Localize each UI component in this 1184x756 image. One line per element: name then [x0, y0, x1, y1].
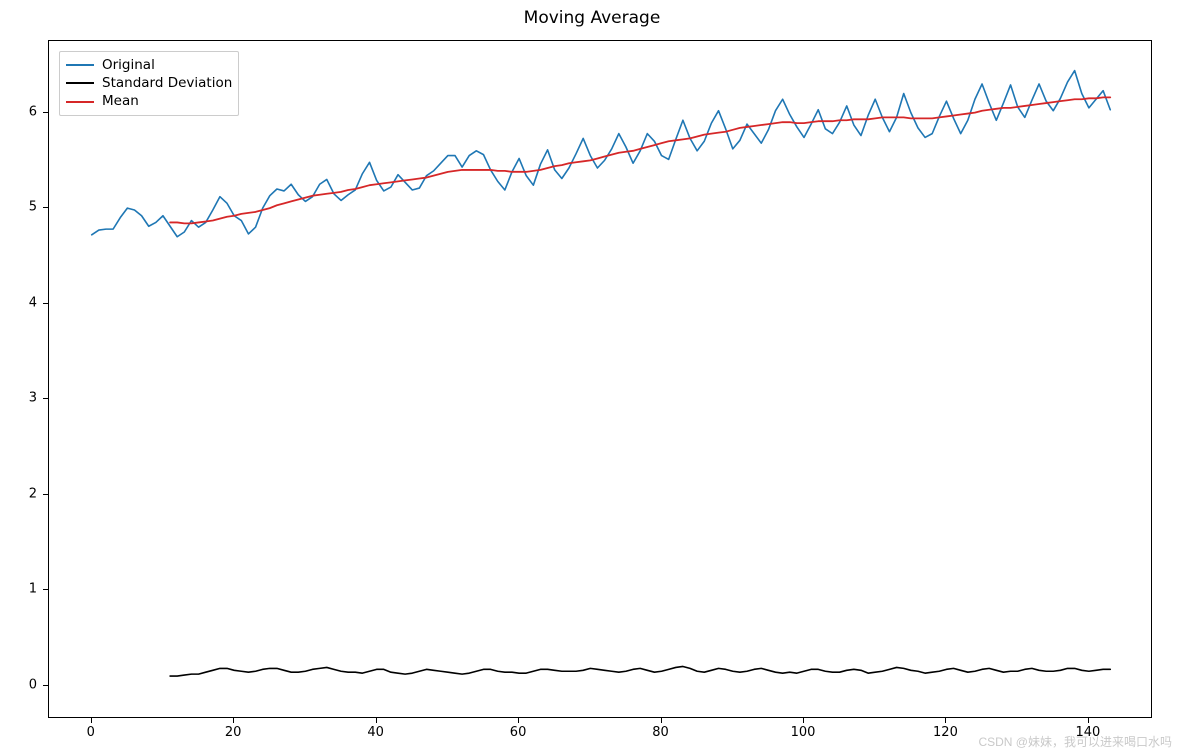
series-line-original: [92, 71, 1111, 237]
y-tick-mark: [43, 589, 48, 590]
legend-item: Mean: [66, 92, 232, 110]
x-tick-mark: [91, 718, 92, 723]
legend-label: Mean: [102, 92, 139, 110]
series-line-standard-deviation: [170, 666, 1110, 676]
x-tick-label: 120: [933, 725, 958, 740]
x-tick-mark: [945, 718, 946, 723]
chart-title-text: Moving Average: [524, 8, 661, 28]
plot-area: OriginalStandard DeviationMean: [48, 40, 1152, 718]
x-tick-label: 40: [367, 725, 384, 740]
x-tick-mark: [233, 718, 234, 723]
chart-title: Moving Average: [0, 8, 1184, 28]
x-tick-mark: [661, 718, 662, 723]
y-tick-mark: [43, 303, 48, 304]
y-tick-mark: [43, 494, 48, 495]
y-tick-label: 4: [0, 295, 37, 310]
y-tick-label: 6: [0, 104, 37, 119]
chart-container: Moving Average OriginalStandard Deviatio…: [0, 0, 1184, 756]
legend-label: Standard Deviation: [102, 74, 232, 92]
x-tick-label: 0: [87, 725, 95, 740]
y-tick-mark: [43, 207, 48, 208]
chart-lines-svg: [49, 41, 1153, 719]
legend-item: Standard Deviation: [66, 74, 232, 92]
x-tick-mark: [376, 718, 377, 723]
watermark: CSDN @妹妹，我可以进来喝口水吗: [978, 733, 1172, 750]
y-tick-mark: [43, 398, 48, 399]
x-tick-label: 20: [225, 725, 242, 740]
x-tick-mark: [1088, 718, 1089, 723]
y-tick-label: 3: [0, 391, 37, 406]
legend-label: Original: [102, 56, 155, 74]
x-tick-label: 60: [510, 725, 527, 740]
y-tick-label: 0: [0, 677, 37, 692]
y-tick-label: 5: [0, 200, 37, 215]
x-tick-mark: [803, 718, 804, 723]
y-tick-label: 1: [0, 582, 37, 597]
legend-item: Original: [66, 56, 232, 74]
legend-swatch: [66, 101, 94, 103]
legend-swatch: [66, 82, 94, 84]
y-tick-mark: [43, 112, 48, 113]
x-tick-label: 80: [652, 725, 669, 740]
watermark-text: CSDN @妹妹，我可以进来喝口水吗: [978, 735, 1172, 749]
legend: OriginalStandard DeviationMean: [59, 51, 239, 116]
legend-swatch: [66, 64, 94, 66]
x-tick-mark: [518, 718, 519, 723]
y-tick-label: 2: [0, 486, 37, 501]
x-tick-label: 100: [791, 725, 816, 740]
y-tick-mark: [43, 685, 48, 686]
